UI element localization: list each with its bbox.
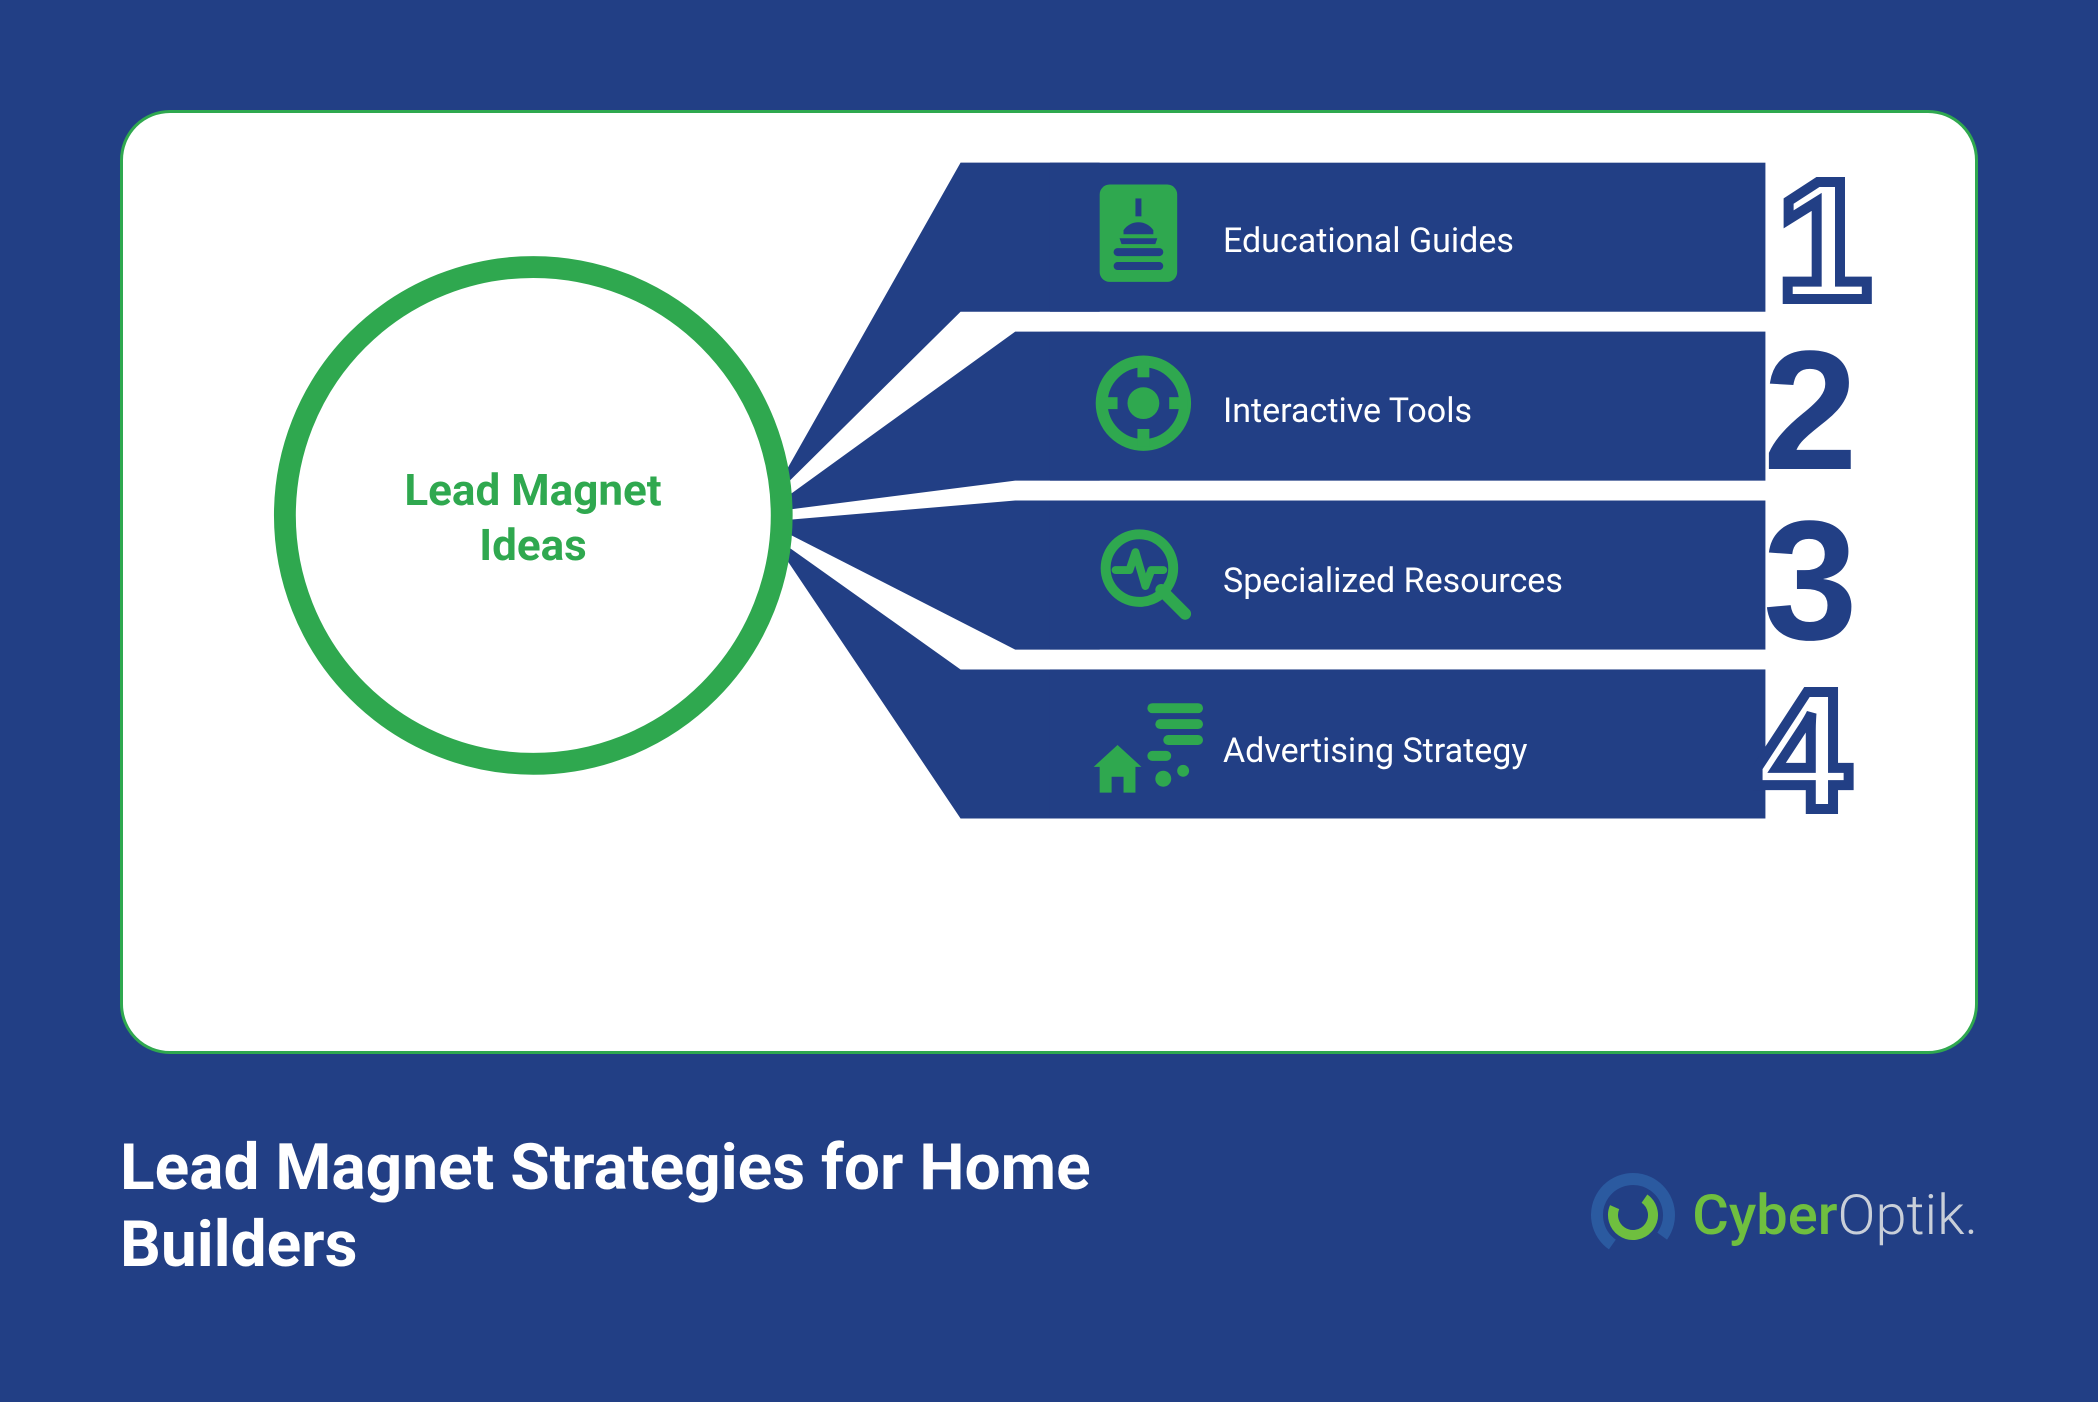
book-icon [1100, 185, 1178, 282]
branch-number-1: 1 [1777, 143, 1868, 339]
logo-text: CyberOptik. [1692, 1182, 1978, 1248]
hub-label: Lead Magnet Ideas [283, 463, 783, 573]
hub-label-line2: Ideas [479, 519, 587, 571]
branch-label-3: Specialized Resources [1223, 561, 1563, 601]
branch-label-2: Interactive Tools [1223, 391, 1472, 431]
branch-number-4: 4 [1755, 653, 1846, 849]
brand-logo: CyberOptik. [1588, 1170, 1978, 1260]
branch-label-1: Educational Guides [1223, 221, 1514, 261]
page-title: Lead Magnet Strategies for Home Builders [120, 1130, 1220, 1284]
infographic-card: Lead Magnet Ideas Educational Guides Int… [120, 110, 1978, 1054]
branch-label-4: Advertising Strategy [1223, 731, 1528, 771]
logo-mark-icon [1588, 1170, 1678, 1260]
logo-brand1: Cyber [1692, 1182, 1837, 1248]
branch-number-2: 2 [1763, 313, 1854, 509]
diagram-svg [123, 113, 1975, 1051]
logo-suffix: . [1965, 1182, 1978, 1248]
branch-number-3: 3 [1763, 483, 1854, 679]
logo-brand2: Optik [1838, 1182, 1965, 1248]
target-icon [1100, 359, 1187, 446]
hub-label-line1: Lead Magnet [404, 464, 661, 516]
